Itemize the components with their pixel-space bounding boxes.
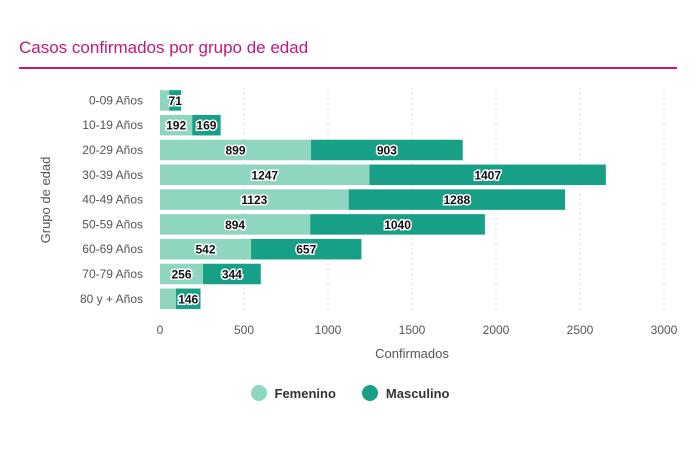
data-label: 894 <box>225 218 245 232</box>
data-label: 146 <box>178 292 198 306</box>
bar-masculino <box>311 139 463 161</box>
x-axis-title: Confirmados <box>375 346 449 361</box>
legend-item-femenino[interactable]: Femenino <box>250 385 336 401</box>
data-label: 256 <box>171 268 191 282</box>
legend-swatch-masculino <box>361 385 378 401</box>
bar-femenino <box>160 114 193 136</box>
y-category-label: 60-69 Años <box>82 242 143 256</box>
bar-masculino <box>348 189 566 210</box>
bar-masculino <box>203 263 261 285</box>
data-label: 899 <box>226 144 246 158</box>
y-category-label: 10-19 Años <box>82 118 143 132</box>
y-category-label: 80 y + Años <box>80 292 143 306</box>
x-tick-label: 3000 <box>651 323 678 337</box>
bar-femenino <box>160 263 204 285</box>
y-category-label: 50-59 Años <box>82 217 143 231</box>
x-tick-label: 2000 <box>483 323 510 337</box>
x-tick-label: 0 <box>157 323 164 337</box>
y-category-label: 40-49 Años <box>82 193 143 207</box>
x-tick-label: 2500 <box>567 323 594 337</box>
bar-femenino <box>160 238 252 260</box>
bar-masculino <box>192 114 221 136</box>
data-label: 1123 <box>241 193 267 207</box>
bar-masculino <box>251 238 362 260</box>
title-underline <box>19 67 677 69</box>
legend-swatch-femenino <box>250 385 267 401</box>
legend-label-masculino: Masculino <box>385 385 450 401</box>
data-label: 903 <box>377 144 397 158</box>
bar-femenino <box>160 164 370 186</box>
bar-masculino <box>369 164 606 186</box>
data-label: 1288 <box>444 193 471 207</box>
data-label: 542 <box>196 243 216 257</box>
y-category-label: 0-09 Años <box>89 93 143 107</box>
y-axis-title: Grupo de edad <box>38 157 53 244</box>
bar-masculino <box>169 90 182 111</box>
bar-femenino <box>160 90 170 111</box>
y-category-label: 20-29 Años <box>82 143 143 157</box>
x-tick-label: 1000 <box>315 323 342 337</box>
data-label: 192 <box>166 119 186 133</box>
legend-item-masculino[interactable]: Masculino <box>361 385 450 401</box>
legend: Femenino Masculino <box>0 385 700 401</box>
x-tick-label: 1500 <box>399 323 426 337</box>
data-label: 169 <box>196 119 216 133</box>
bar-masculino <box>310 214 485 235</box>
bar-femenino <box>160 189 349 210</box>
data-label: 657 <box>296 243 316 257</box>
data-label: 1247 <box>251 168 278 182</box>
legend-label-femenino: Femenino <box>274 385 336 401</box>
bar-femenino <box>160 214 311 235</box>
y-category-label: 30-39 Años <box>82 168 143 182</box>
data-label: 71 <box>169 94 183 108</box>
bar-femenino <box>160 288 176 310</box>
bar-femenino <box>160 139 312 161</box>
data-label: 344 <box>222 268 242 282</box>
x-tick-label: 500 <box>234 323 254 337</box>
y-category-label: 70-79 Años <box>82 267 143 281</box>
bar-masculino <box>175 288 201 310</box>
data-label: 1040 <box>384 218 411 232</box>
chart-title: Casos confirmados por grupo de edad <box>19 38 309 57</box>
data-label: 1407 <box>474 168 501 182</box>
